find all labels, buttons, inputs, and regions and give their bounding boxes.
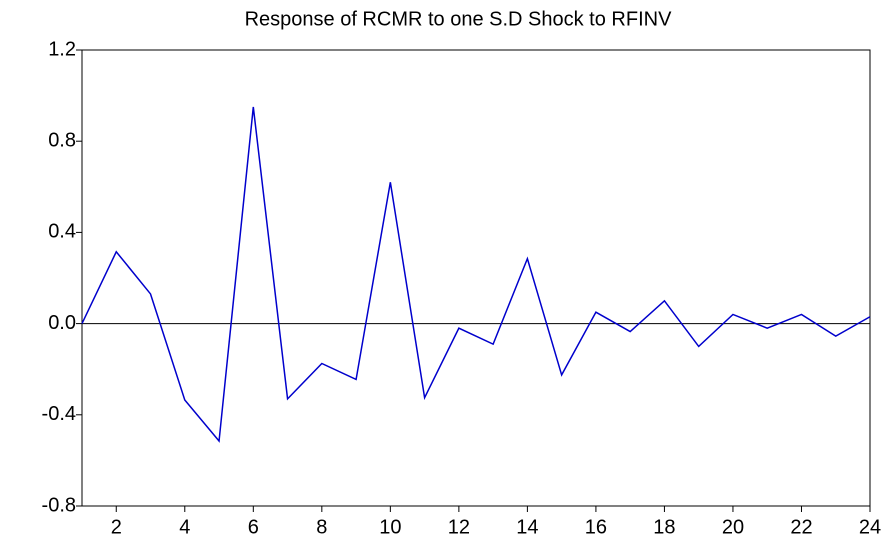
x-tick-label: 12	[448, 516, 470, 538]
y-tick-label: 1.2	[48, 38, 76, 60]
x-tick-label: 8	[316, 516, 327, 538]
y-tick-label: -0.4	[42, 403, 76, 425]
x-tick-label: 18	[653, 516, 675, 538]
y-tick-label: 0.0	[48, 312, 76, 334]
chart-title: Response of RCMR to one S.D Shock to RFI…	[245, 8, 672, 30]
x-tick-label: 14	[516, 516, 538, 538]
x-tick-label: 16	[585, 516, 607, 538]
series-line	[81, 106, 871, 443]
x-tick-label: 2	[111, 516, 122, 538]
x-tick-label: 22	[790, 516, 812, 538]
x-tick-label: 10	[379, 516, 401, 538]
plot-frame	[81, 49, 871, 507]
x-tick-label: 4	[179, 516, 190, 538]
x-tick-label: 24	[859, 516, 881, 538]
x-tick-label: 6	[248, 516, 259, 538]
y-tick-label: 0.8	[48, 129, 76, 151]
x-tick-label: 20	[722, 516, 744, 538]
y-tick-label: 0.4	[48, 221, 76, 243]
y-tick-label: -0.8	[42, 494, 76, 516]
